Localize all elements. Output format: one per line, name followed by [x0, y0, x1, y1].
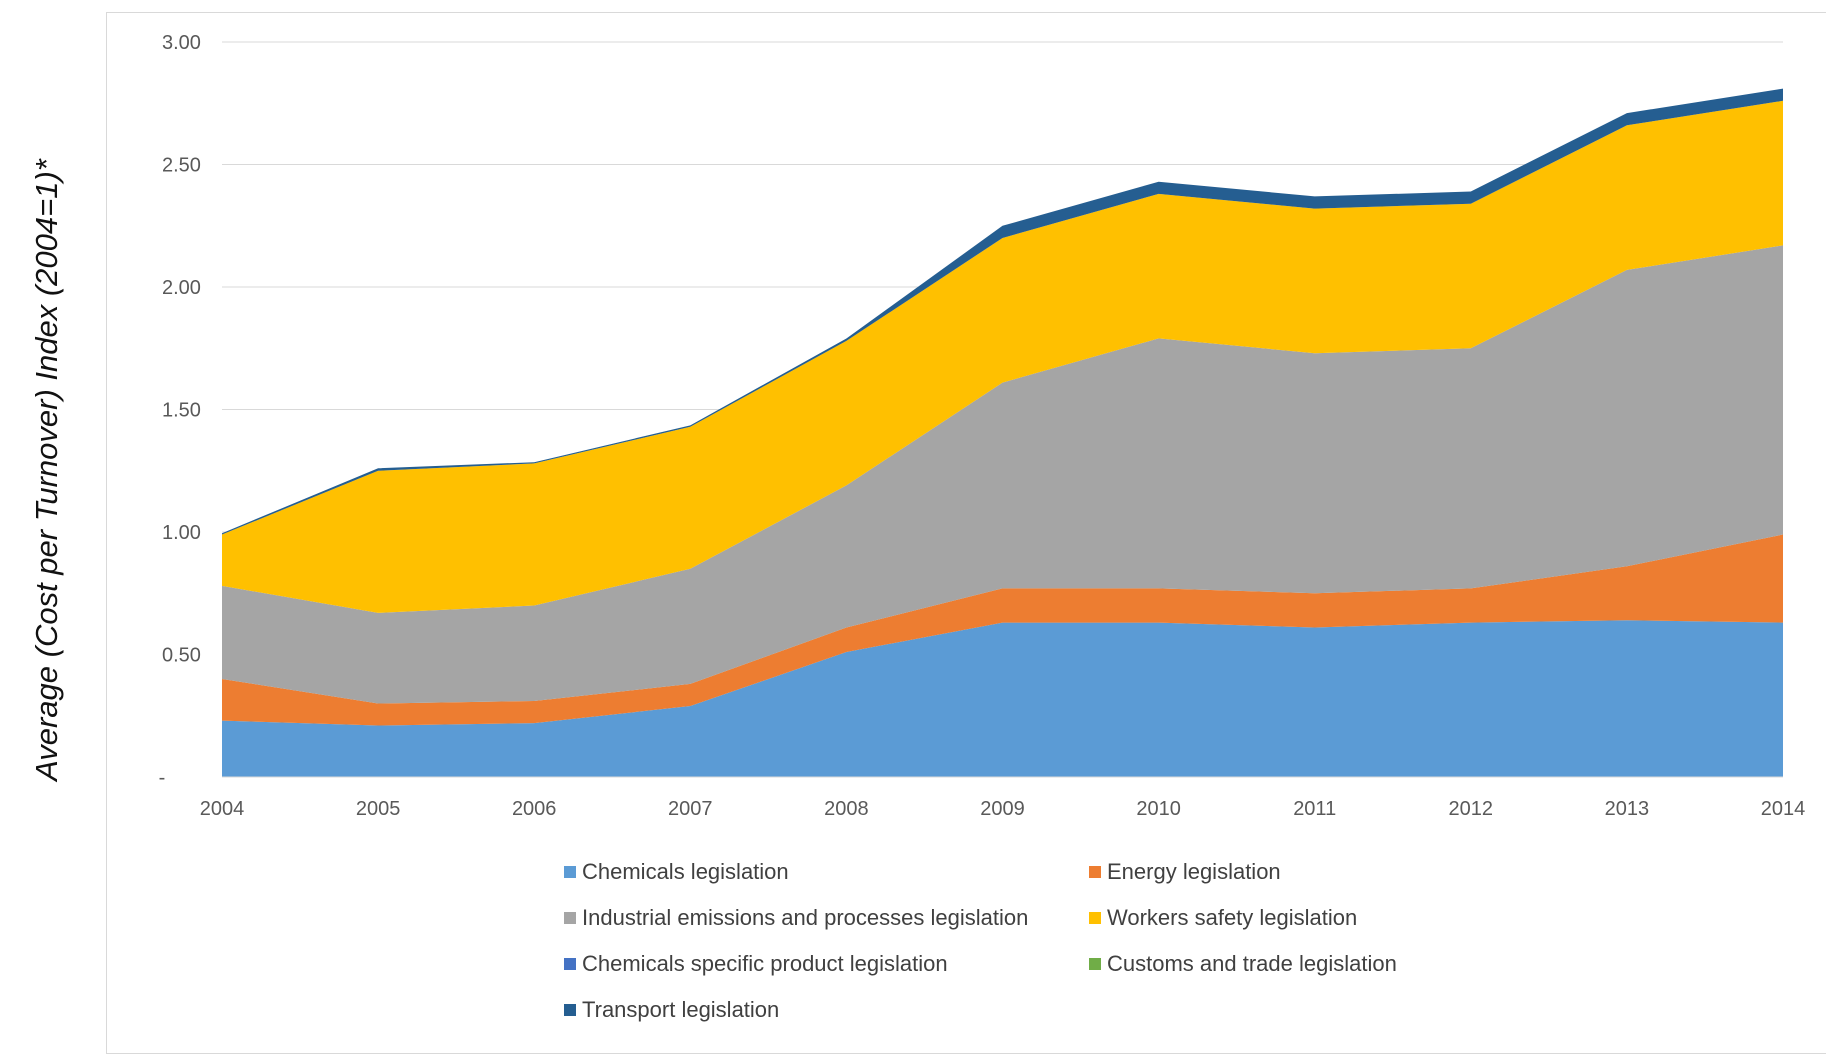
legend-label: Chemicals specific product legislation — [582, 951, 948, 976]
y-tick-label: 3.00 — [162, 32, 201, 54]
legend-label: Transport legislation — [582, 997, 780, 1022]
y-tick-label: 0.50 — [162, 645, 201, 667]
y-axis-title: Average (Cost per Turnover) Index (2004=… — [29, 159, 64, 781]
x-tick-label: 2007 — [668, 798, 713, 820]
legend-item: Industrial emissions and processes legis… — [564, 905, 1028, 931]
legend-swatch — [564, 958, 576, 970]
legend-item: Energy legislation — [1089, 859, 1281, 885]
legend-item: Workers safety legislation — [1089, 905, 1357, 931]
y-tick-label: 1.00 — [162, 522, 201, 544]
area-series-3 — [222, 100, 1783, 613]
legend-swatch — [564, 912, 576, 924]
x-tick-label: 2008 — [824, 798, 869, 820]
y-tick-label: 1.50 — [162, 400, 201, 422]
area-series-6 — [222, 88, 1783, 535]
y-tick-label: 2.50 — [162, 155, 201, 177]
x-tick-label: 2004 — [200, 798, 245, 820]
x-tick-label: 2013 — [1605, 798, 1650, 820]
legend-swatch — [564, 866, 576, 878]
x-tick-label: 2014 — [1761, 798, 1806, 820]
legend-label: Industrial emissions and processes legis… — [582, 905, 1029, 930]
legend-item: Transport legislation — [564, 997, 779, 1023]
x-tick-label: 2012 — [1449, 798, 1494, 820]
x-tick-label: 2011 — [1293, 798, 1336, 820]
y-axis-title-area: Average (Cost per Turnover) Index (2004=… — [0, 0, 95, 1032]
y-tick-label: 2.00 — [162, 277, 201, 299]
y-tick-label: - — [159, 767, 166, 789]
legend-item: Chemicals specific product legislation — [564, 951, 948, 977]
legend-swatch — [1089, 866, 1101, 878]
area-series-2 — [222, 245, 1783, 704]
x-tick-label: 2009 — [980, 798, 1025, 820]
legend-label: Chemicals legislation — [582, 859, 789, 884]
area-series-1 — [222, 534, 1783, 726]
legend-label: Energy legislation — [1107, 859, 1281, 884]
legend-label: Customs and trade legislation — [1107, 951, 1397, 976]
legend-item: Chemicals legislation — [564, 859, 789, 885]
chart-frame: - 0.50 1.00 1.50 2.00 2.50 3.00 2004 2005 2006 200… — [106, 12, 1826, 1054]
legend-swatch — [564, 1004, 576, 1016]
legend-label: Workers safety legislation — [1107, 905, 1358, 930]
legend: Chemicals legislation Energy legislation I… — [564, 859, 1464, 1049]
chart-plot: - 0.50 1.00 1.50 2.00 2.50 3.00 2004 2005 2006 200… — [159, 32, 1806, 820]
x-tick-label: 2005 — [356, 798, 401, 820]
area-series-0 — [222, 620, 1783, 777]
x-tick-label: 2010 — [1136, 798, 1181, 820]
legend-swatch — [1089, 958, 1101, 970]
legend-swatch — [1089, 912, 1101, 924]
x-tick-label: 2006 — [512, 798, 557, 820]
legend-item: Customs and trade legislation — [1089, 951, 1397, 977]
